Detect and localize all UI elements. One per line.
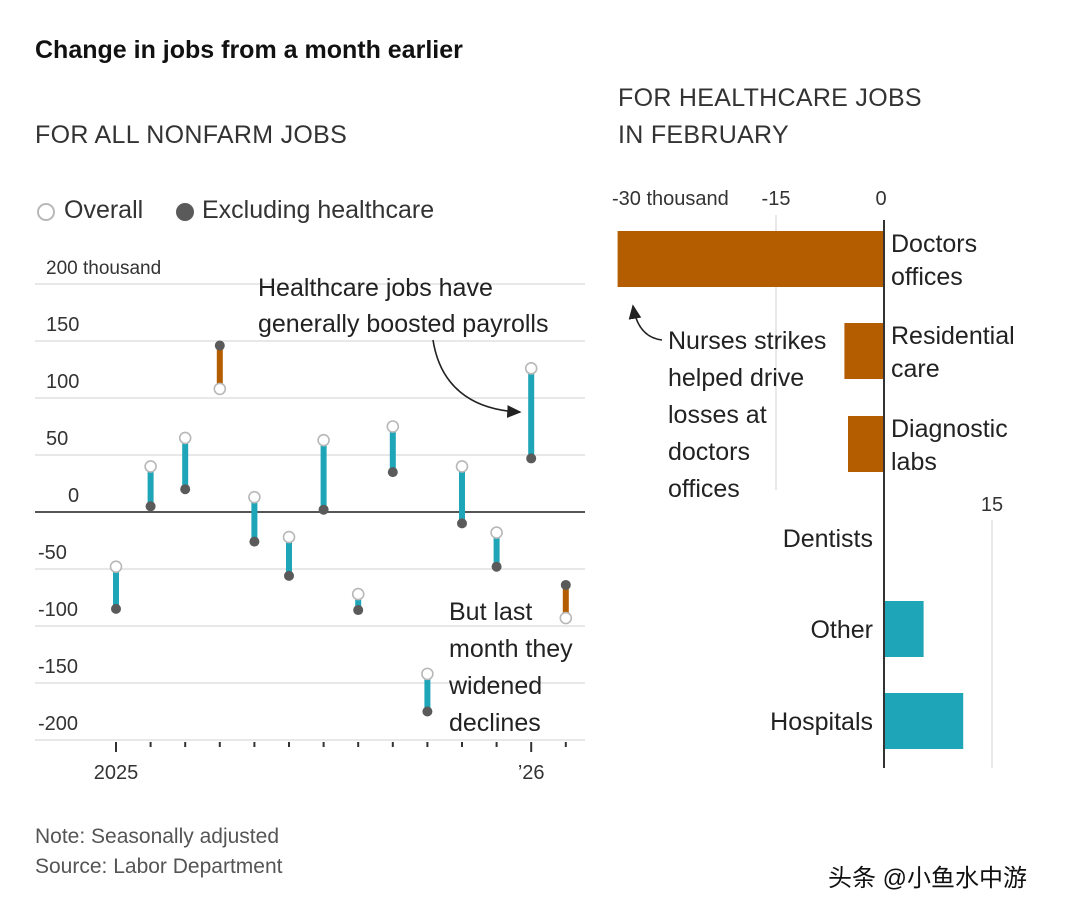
annotation-last-month-line-3: widened <box>448 672 542 700</box>
overall-point-2025-09 <box>386 420 400 433</box>
overall-point-2025-05 <box>248 490 261 504</box>
annotation-nurses-line-2: helped drive <box>668 364 804 392</box>
excluding-point-2026-01 <box>526 453 537 464</box>
annotation-last-month-line-2: month they <box>449 635 573 663</box>
excluding-point-2025-12 <box>491 561 502 572</box>
category-label-2-line-2: labs <box>891 448 937 476</box>
overall-point-2025-07 <box>317 433 330 447</box>
excluding-point-2025-09 <box>387 467 398 478</box>
excluding-point-2025-08 <box>353 605 364 616</box>
annotation-nurses-line-3: losses at <box>668 401 767 429</box>
overall-point-2025-12 <box>490 526 503 539</box>
y-tick-label--150: -150 <box>38 656 78 678</box>
category-label-0-line-1: Doctors <box>891 230 977 258</box>
excluding-point-2025-01 <box>111 603 121 614</box>
bar-hospitals <box>884 693 964 749</box>
bar-residential-care <box>844 323 884 379</box>
annotation-nurses-line-4: doctors <box>668 438 750 466</box>
excluding-point-2025-07 <box>318 504 329 515</box>
annotation-healthcare-line-2: generally boosted payrolls <box>258 310 548 338</box>
x-tick-label-minus15: -15 <box>762 188 791 210</box>
x-label-2025: 2025 <box>94 762 139 784</box>
y-tick-label-0: 0 <box>68 485 79 507</box>
x-label-26: ’26 <box>518 762 545 784</box>
overall-point-2025-03 <box>178 431 192 445</box>
legend-overall-label: Overall <box>64 196 144 224</box>
overall-point-2025-04 <box>213 382 227 396</box>
y-tick-label-100: 100 <box>46 371 79 393</box>
y-tick-label--50: -50 <box>38 542 67 564</box>
annotation-healthcare-arrow <box>432 339 522 418</box>
annotation-nurses-arrow <box>628 304 663 341</box>
x-tick-label-0: 0 <box>875 188 886 210</box>
right-panel-subhead-line-1: FOR HEALTHCARE JOBS <box>618 84 922 112</box>
annotation-nurses-line-1: Nurses strikes <box>668 327 826 355</box>
annotation-last-month-line-4: declines <box>449 709 541 737</box>
right-panel-subhead-line-2: IN FEBRUARY <box>618 121 789 149</box>
excluding-point-2026-02 <box>560 579 571 590</box>
category-label-0-line-2: offices <box>891 263 963 291</box>
excluding-point-2025-04 <box>214 340 225 351</box>
legend-excluding-label: Excluding healthcare <box>202 196 435 224</box>
y-tick-label-200: 200 thousand <box>46 258 161 279</box>
excluding-point-2025-11 <box>457 518 467 529</box>
overall-point-2025-10 <box>421 667 434 681</box>
annotation-last-month-line-1: But last <box>449 598 532 626</box>
category-label-1-line-2: care <box>891 355 940 383</box>
y-tick-label--100: -100 <box>38 599 78 621</box>
excluding-point-2025-03 <box>180 484 191 495</box>
category-label-1-line-1: Residential <box>891 322 1015 350</box>
y-tick-label--200: -200 <box>38 713 78 735</box>
left-panel-subhead: FOR ALL NONFARM JOBS <box>35 121 348 149</box>
category-label-2-line-1: Diagnostic <box>891 415 1008 443</box>
overall-point-2025-01 <box>109 560 123 574</box>
excluding-point-2025-06 <box>284 570 294 581</box>
chart-title: Change in jobs from a month earlier <box>35 36 463 64</box>
bar-doctors-offices <box>617 231 884 287</box>
overall-point-2026-02 <box>559 611 573 625</box>
overall-point-2025-06 <box>282 530 296 544</box>
overall-point-2025-02 <box>144 460 157 473</box>
excluding-point-2025-02 <box>145 501 156 512</box>
x-tick-label-15: 15 <box>981 494 1003 516</box>
legend-excluding-marker <box>176 203 194 221</box>
bar-other <box>884 601 924 657</box>
excluding-point-2025-05 <box>249 536 260 547</box>
category-label-3-line-1: Dentists <box>783 525 873 553</box>
excluding-point-2025-10 <box>422 706 433 717</box>
watermark: 头条 @小鱼水中游 <box>828 865 1028 892</box>
y-tick-label-150: 150 <box>46 314 79 336</box>
overall-point-2025-11 <box>455 460 469 473</box>
category-label-5-line-1: Hospitals <box>770 708 873 736</box>
note-text: Note: Seasonally adjusted <box>35 825 279 848</box>
overall-point-2025-08 <box>351 587 365 601</box>
bar-diagnostic-labs <box>848 416 884 472</box>
y-tick-label-50: 50 <box>46 428 68 450</box>
x-tick-label-minus30: -30 thousand <box>612 188 729 210</box>
annotation-healthcare-line-1: Healthcare jobs have <box>258 274 493 302</box>
legend-overall-marker <box>37 203 55 221</box>
annotation-nurses-line-5: offices <box>668 475 740 503</box>
overall-point-2026-01 <box>524 362 538 375</box>
category-label-4-line-1: Other <box>810 616 873 644</box>
source-text: Source: Labor Department <box>35 855 283 878</box>
